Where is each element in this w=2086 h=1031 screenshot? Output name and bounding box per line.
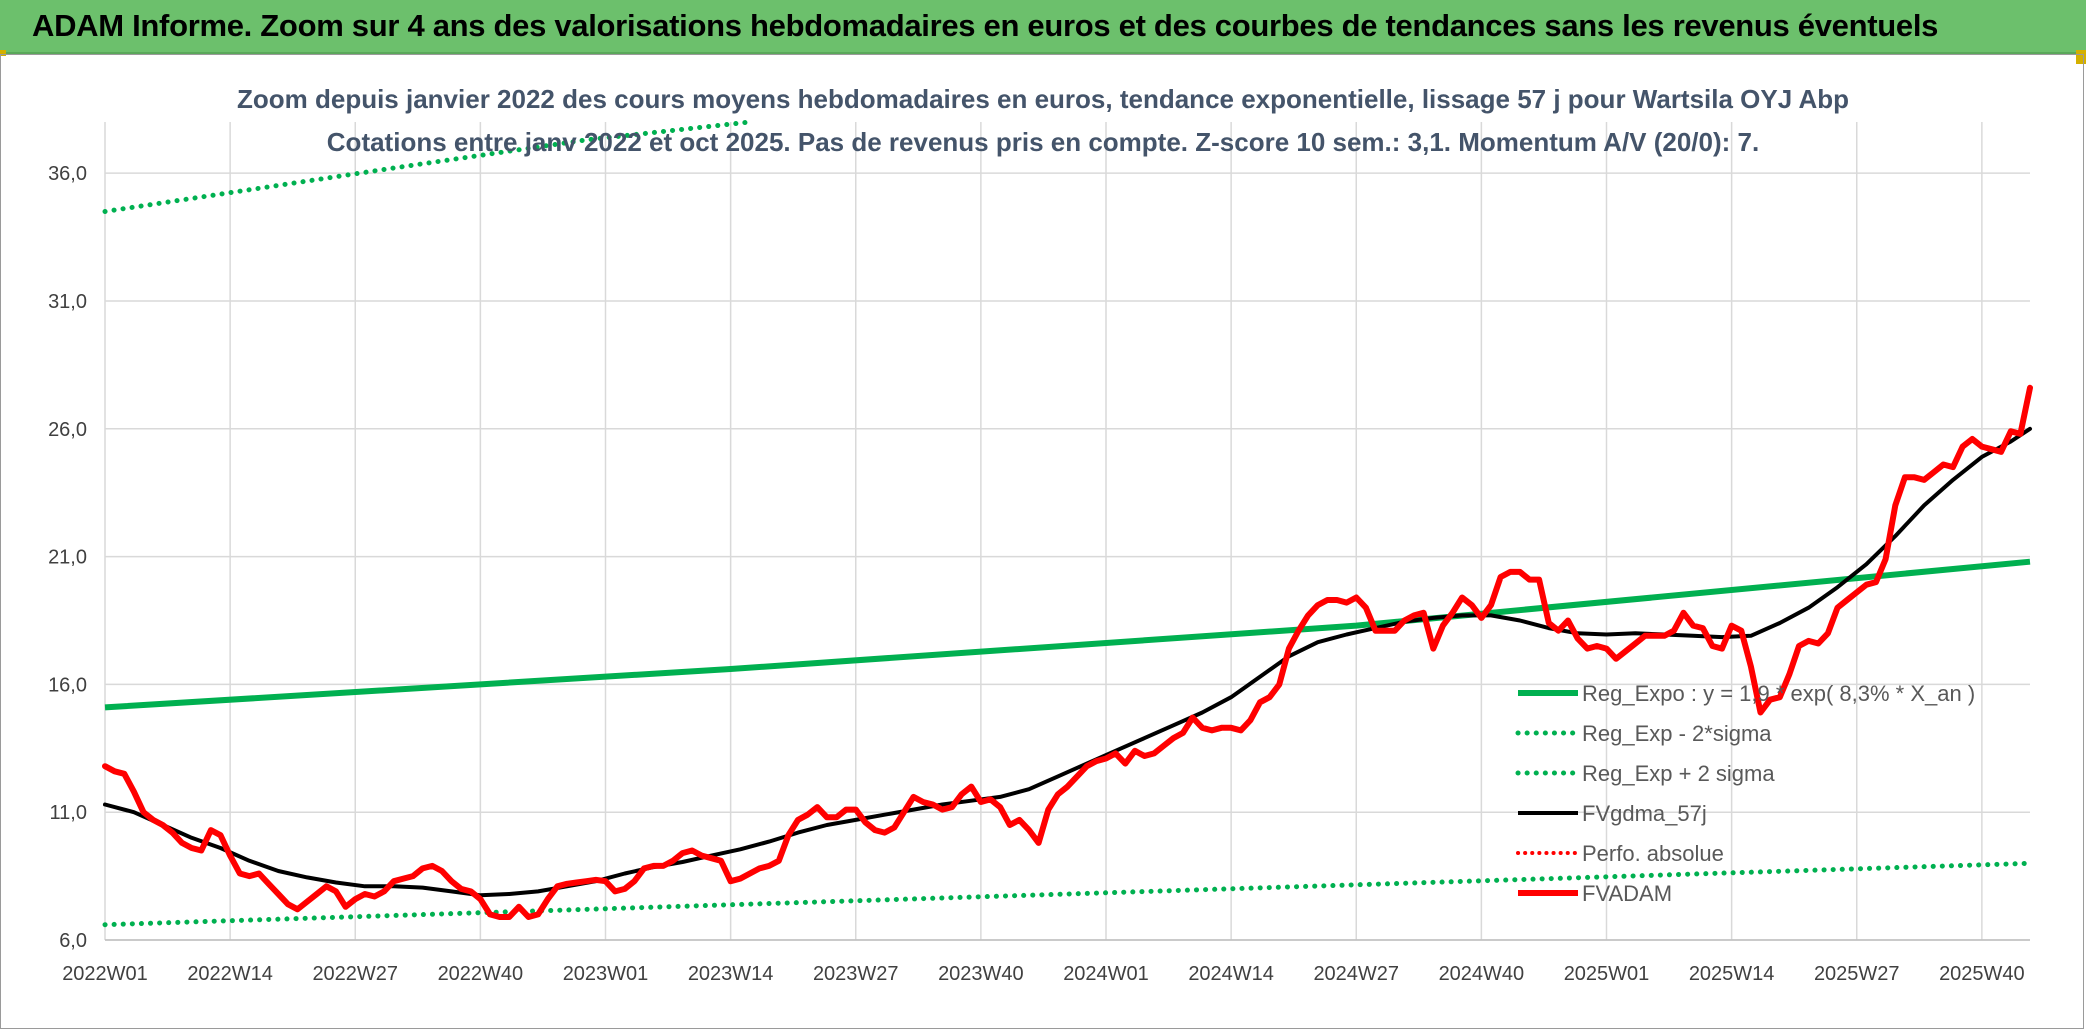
x-tick-label: 2024W27 (1313, 963, 1399, 985)
x-tick-label: 2024W01 (1063, 963, 1149, 985)
x-tick-label: 2022W01 (62, 963, 148, 985)
y-tick-label: 31,0 (48, 291, 87, 313)
x-tick-label: 2025W01 (1564, 963, 1650, 985)
y-axis-ticks: 6,0 11,0 16,0 21,0 26,0 31,0 36,0 (48, 163, 87, 952)
legend-label: FVgdma_57j (1582, 801, 1707, 826)
x-tick-label: 2025W14 (1689, 963, 1775, 985)
y-tick-label: 21,0 (48, 547, 87, 569)
y-tick-label: 16,0 (48, 674, 87, 696)
report-banner: ADAM Informe. Zoom sur 4 ans des valoris… (0, 0, 2086, 54)
y-tick-label: 26,0 (48, 419, 87, 441)
legend-label: Reg_Expo : y = 1,9 * exp( 8,3% * X_an ) (1582, 681, 1975, 706)
x-tick-label: 2025W40 (1939, 963, 2025, 985)
legend-label: Reg_Exp - 2*sigma (1582, 721, 1772, 746)
legend-label: Reg_Exp + 2 sigma (1582, 761, 1775, 786)
x-tick-label: 2023W01 (563, 963, 649, 985)
series-fvgdma-57j (103, 426, 2032, 898)
banner-title: ADAM Informe. Zoom sur 4 ans des valoris… (32, 8, 1939, 43)
x-tick-label: 2022W40 (438, 963, 524, 985)
x-tick-label: 2025W27 (1814, 963, 1900, 985)
x-tick-label: 2024W14 (1188, 963, 1274, 985)
chart-series (102, 119, 2033, 928)
x-tick-label: 2023W14 (688, 963, 774, 985)
banner-corner-right (2076, 50, 2086, 64)
x-tick-label: 2023W27 (813, 963, 899, 985)
chart-title: Zoom depuis janvier 2022 des cours moyen… (237, 84, 1849, 114)
y-tick-label: 11,0 (50, 802, 87, 824)
x-tick-label: 2022W14 (187, 963, 273, 985)
series-fvadam (102, 384, 2033, 920)
series-reg-expo (104, 558, 2031, 711)
y-tick-label: 36,0 (48, 163, 87, 185)
legend-label: Perfo. absolue (1582, 841, 1724, 866)
chart-grid (104, 122, 2030, 941)
series-reg-exp-minus-2sigma (102, 860, 2033, 928)
y-tick-label: 6,0 (59, 930, 87, 952)
x-tick-label: 2023W40 (938, 963, 1024, 985)
chart-legend: Reg_Expo : y = 1,9 * exp( 8,3% * X_an ) R… (1515, 681, 1975, 906)
x-tick-label: 2022W27 (312, 963, 398, 985)
chart-subtitle: Cotations entre janv 2022 et oct 2025. P… (327, 127, 1759, 157)
x-tick-label: 2024W40 (1439, 963, 1525, 985)
legend-label: FVADAM (1582, 881, 1672, 906)
banner-corner-left (0, 50, 6, 56)
x-axis-ticks: 2022W01 2022W14 2022W27 2022W40 2023W01 2023W… (62, 963, 2025, 985)
series-reg-exp-plus-2sigma (102, 119, 753, 214)
